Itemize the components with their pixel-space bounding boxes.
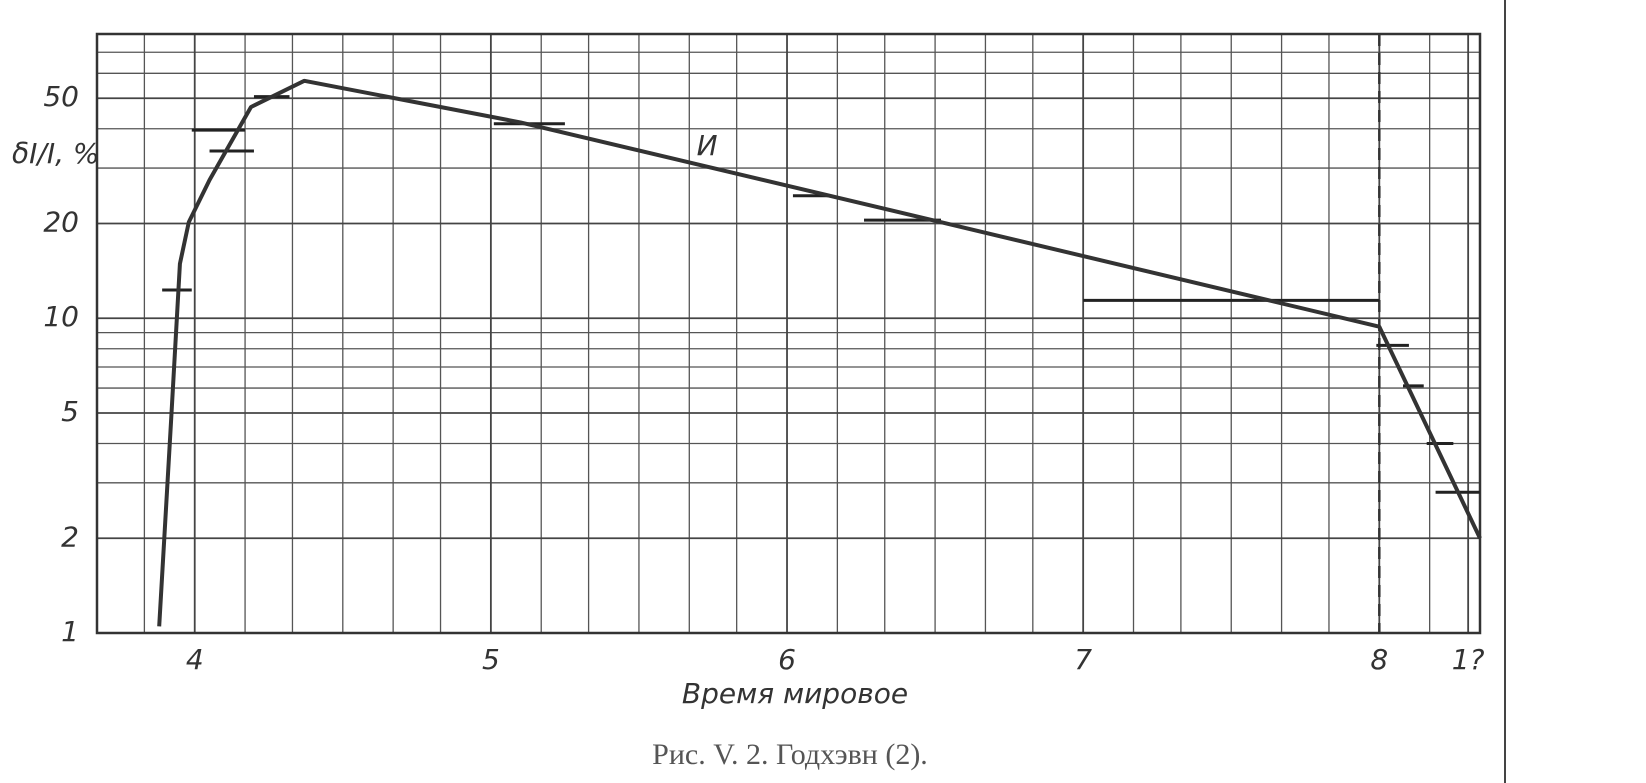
caption: Рис. V. 2. Годхэвн (2). [652,738,928,771]
y-tick-label: 10 [43,300,79,333]
x-tick-label: 1? [1452,643,1485,676]
data-line [157,78,1482,627]
x-tick-label: 4 [186,643,204,676]
y-axis-label: δI/I, % [12,137,100,170]
y-tick-label: 5 [61,395,79,428]
y-tick-label: 20 [43,205,79,238]
x-tick-label: 8 [1370,643,1388,676]
y-tick-label: 2 [61,520,79,553]
y-tick-label: 50 [43,80,79,113]
x-tick-label: 7 [1074,643,1092,676]
x-tick-label: 5 [482,643,500,676]
plot-frame [95,32,1482,635]
x-axis-label: Время мировое [682,677,908,710]
y-tick-label: 1 [61,615,79,648]
annotation: И [697,129,718,162]
x-tick-label: 6 [778,643,796,676]
